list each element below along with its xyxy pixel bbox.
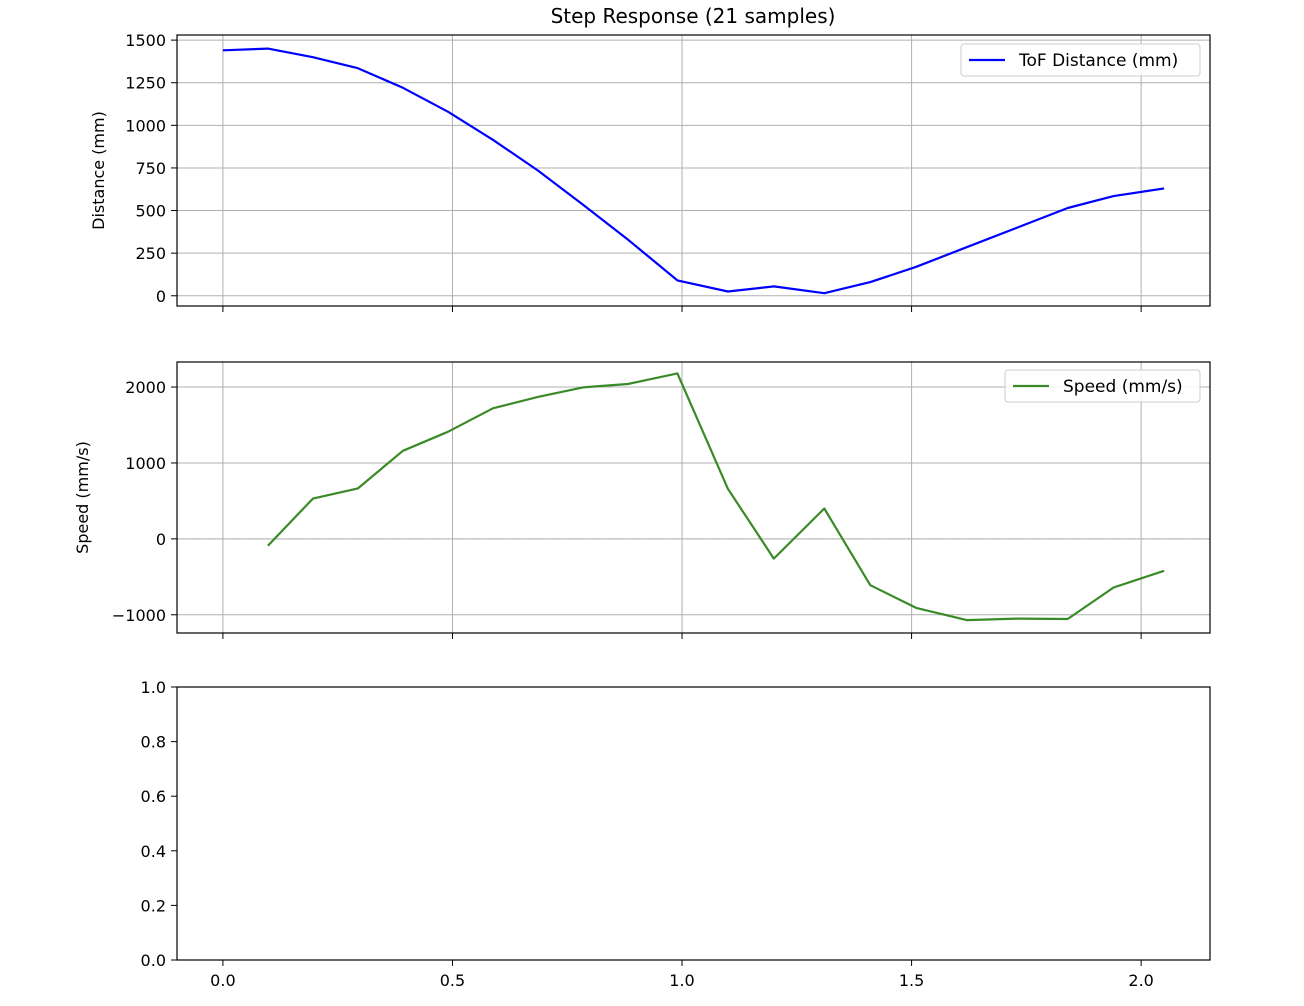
grid [177,35,1210,306]
y-axis-label: Distance (mm) [89,111,108,230]
y-tick-label-2: 1000 [125,454,166,473]
axes-frame [176,361,1211,634]
y-axis-label: Speed (mm/s) [73,441,92,554]
y-tick-label-0: −1000 [112,606,166,625]
y-tick-label-0: 0 [156,287,166,306]
y-tick-label-4: 0.8 [141,733,166,752]
x-tick-label-4: 2.0 [1128,971,1153,990]
y-tick-label-5: 1.0 [141,678,166,697]
subplots: 0 250 500 750 1000 1250 1500 Distance (mm) ToF D… [73,31,1211,990]
x-tick-label-3: 1.5 [899,971,924,990]
y-tick-label-1: 250 [135,244,166,263]
y-tick-label-0: 0.0 [141,951,166,970]
axes-frame [176,34,1211,307]
x-tick-label-0: 0.0 [210,971,235,990]
subplot-3: 0.0 0.2 0.4 0.6 0.8 1.0 0.0 0.5 1.0 1.5 2.0 [141,678,1211,990]
subplot-2: −1000 0 1000 2000 Speed (mm/s) Speed (mm/s) [73,361,1211,639]
y-tick-label-3: 750 [135,159,166,178]
legend-label: ToF Distance (mm) [1018,51,1178,71]
y-tick-label-3: 2000 [125,378,166,397]
y-tick-label-5: 1250 [125,74,166,93]
y-tick-label-2: 0.4 [141,842,166,861]
chart-title: Step Response (21 samples) [551,4,836,28]
legend-box [1004,369,1201,403]
subplot-1: 0 250 500 750 1000 1250 1500 Distance (mm) ToF D… [89,31,1211,312]
legend: ToF Distance (mm) [960,43,1201,77]
grid [177,362,1210,633]
y-tick-label-4: 1000 [125,116,166,135]
x-tick-label-1: 0.5 [440,971,465,990]
axes-frame [176,686,1211,961]
y-tick-label-1: 0.2 [141,896,166,915]
y-tick-label-1: 0 [156,530,166,549]
x-tick-label-2: 1.0 [669,971,694,990]
legend-box [960,43,1201,77]
legend: Speed (mm/s) [1004,369,1201,403]
y-tick-label-2: 500 [135,202,166,221]
legend-label: Speed (mm/s) [1063,377,1183,397]
y-tick-label-3: 0.6 [141,787,166,806]
series-line-1 [222,47,1165,295]
y-tick-label-6: 1500 [125,31,166,50]
series-line-1 [267,372,1165,622]
